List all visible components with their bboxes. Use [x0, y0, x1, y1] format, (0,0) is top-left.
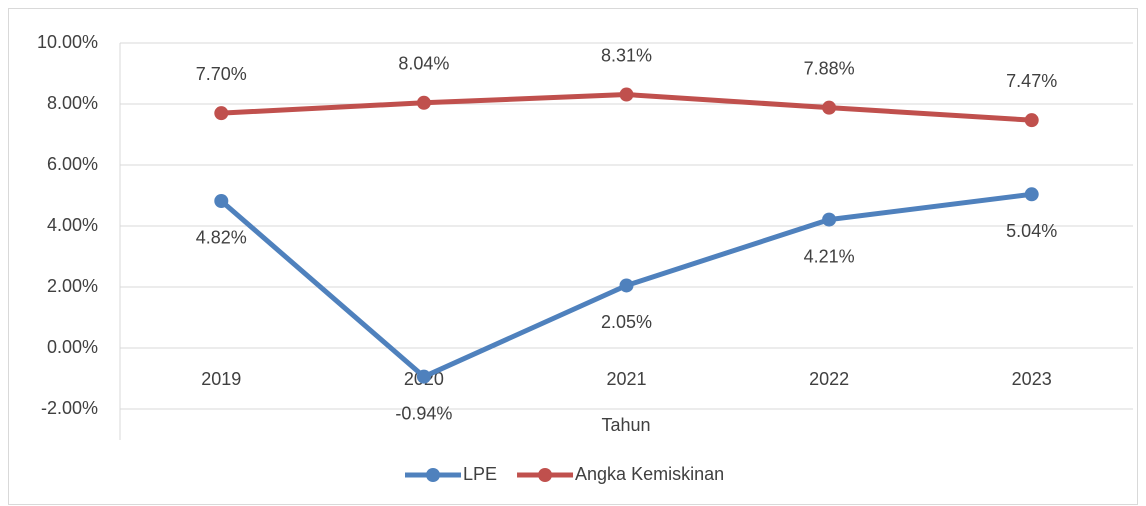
legend-label: LPE — [463, 464, 497, 484]
point — [822, 100, 837, 115]
legend-label: Angka Kemiskinan — [575, 464, 724, 484]
point — [416, 369, 431, 384]
legend-marker — [426, 468, 440, 482]
y-tick-label: 10.00% — [37, 32, 98, 52]
y-tick-label: 6.00% — [47, 154, 98, 174]
data-label: 4.21% — [804, 246, 855, 266]
point — [416, 95, 431, 110]
x-axis-label: Tahun — [601, 415, 650, 435]
data-label: 7.47% — [1006, 71, 1057, 91]
data-label: 5.04% — [1006, 221, 1057, 241]
x-tick-label: 2022 — [809, 369, 849, 389]
point — [1024, 187, 1039, 202]
data-label: 7.88% — [804, 58, 855, 78]
y-tick-label: -2.00% — [41, 398, 98, 418]
point — [1024, 113, 1039, 128]
y-tick-label: 4.00% — [47, 215, 98, 235]
x-tick-label: 2023 — [1012, 369, 1052, 389]
data-label: 8.04% — [398, 54, 449, 74]
data-label: 8.31% — [601, 45, 652, 65]
x-tick-label: 2019 — [201, 369, 241, 389]
chart-border — [8, 8, 1138, 505]
point — [214, 193, 229, 208]
y-tick-label: 2.00% — [47, 276, 98, 296]
data-label: 4.82% — [196, 228, 247, 248]
point — [619, 87, 634, 102]
point — [214, 106, 229, 121]
point — [822, 212, 837, 227]
data-label: 2.05% — [601, 312, 652, 332]
data-label: 7.70% — [196, 64, 247, 84]
y-tick-label: 8.00% — [47, 93, 98, 113]
legend-marker — [538, 468, 553, 482]
y-tick-label: 0.00% — [47, 337, 98, 357]
point — [619, 278, 634, 293]
x-tick-label: 2021 — [606, 369, 646, 389]
data-label: -0.94% — [395, 403, 452, 423]
